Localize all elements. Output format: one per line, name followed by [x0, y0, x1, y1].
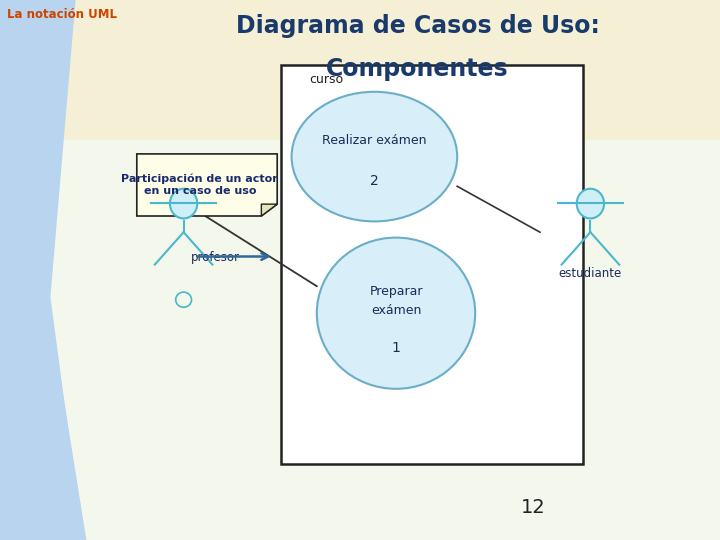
Ellipse shape — [577, 189, 604, 219]
Polygon shape — [0, 0, 86, 540]
Text: Preparar: Preparar — [369, 285, 423, 298]
Polygon shape — [0, 0, 83, 540]
Text: Realizar exámen: Realizar exámen — [322, 134, 427, 147]
Ellipse shape — [170, 189, 197, 219]
Text: Diagrama de Casos de Uso:: Diagrama de Casos de Uso: — [235, 14, 600, 37]
Text: Participación de un actor
en un caso de uso: Participación de un actor en un caso de … — [122, 174, 278, 196]
Text: Componentes: Componentes — [326, 57, 509, 80]
Bar — [281, 65, 583, 464]
Bar — [0, 140, 720, 540]
Text: La notación UML: La notación UML — [7, 8, 117, 21]
Ellipse shape — [292, 92, 457, 221]
Bar — [0, 0, 720, 140]
Text: curso: curso — [310, 73, 343, 86]
Text: 1: 1 — [392, 341, 400, 355]
Ellipse shape — [317, 238, 475, 389]
Polygon shape — [137, 154, 277, 216]
Polygon shape — [261, 204, 277, 216]
Text: estudiante: estudiante — [559, 267, 622, 280]
Text: profesor: profesor — [191, 251, 240, 264]
Text: exámen: exámen — [371, 304, 421, 317]
Text: 12: 12 — [521, 498, 545, 517]
Text: 2: 2 — [370, 174, 379, 188]
